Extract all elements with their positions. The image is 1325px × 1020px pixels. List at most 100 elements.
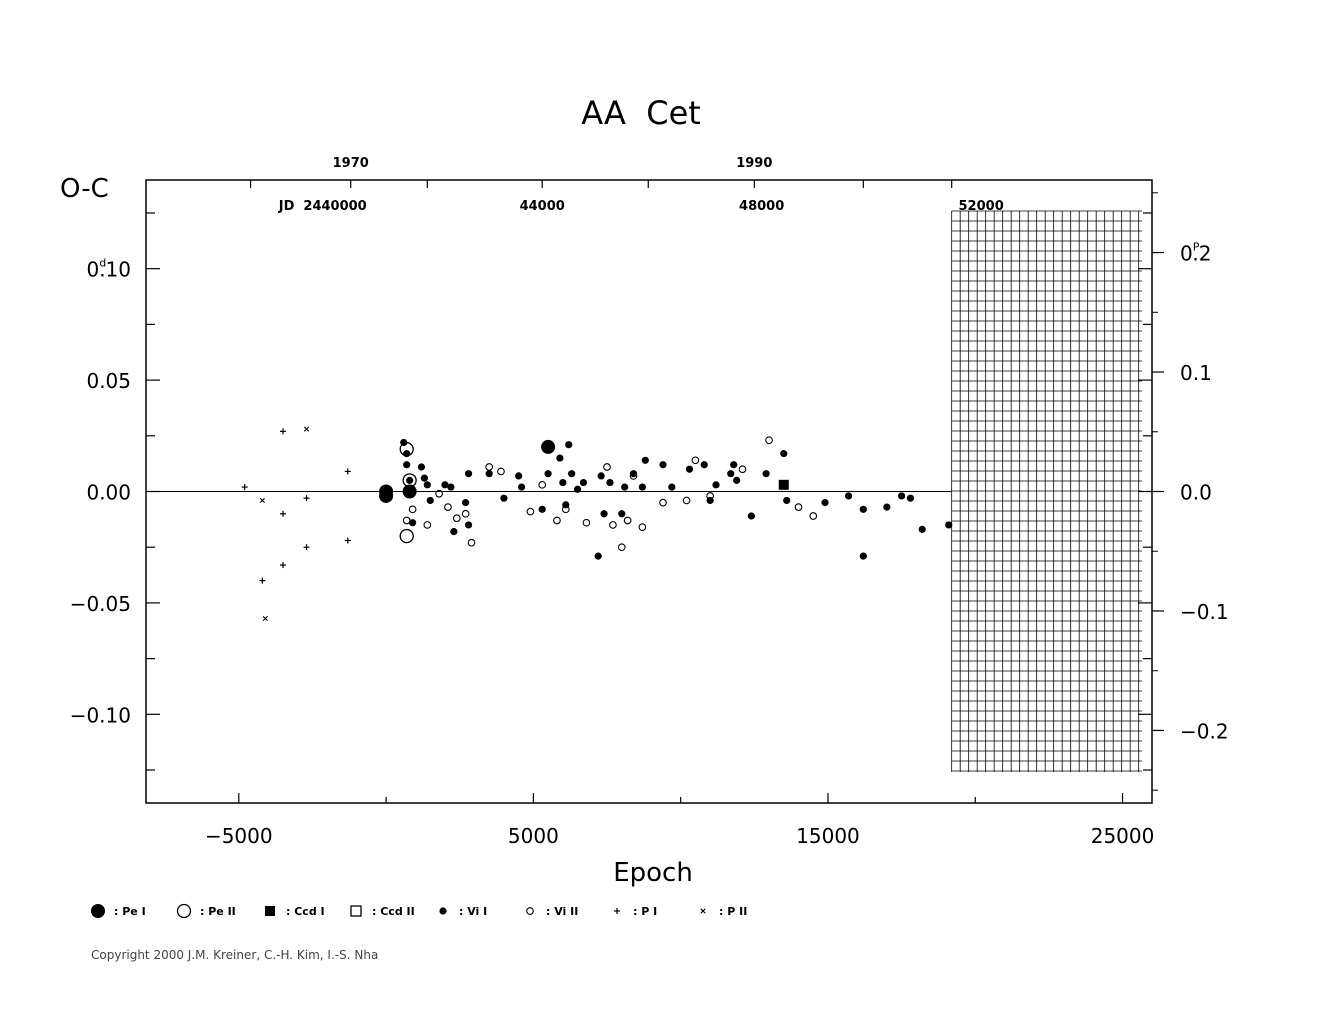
point-v2 [553,516,561,525]
jd-tick-label: JD 2440000 [278,199,367,214]
point-v1 [898,492,906,500]
y-tick-label: 0.05 [86,369,131,393]
point-v1 [641,456,649,464]
point-v1 [559,478,567,487]
point-v2 [638,523,647,532]
point-v1 [400,438,408,447]
legend-symbol-pe2 [176,903,192,919]
point-v1 [426,496,434,505]
y-tick-label: −0.05 [70,592,131,616]
x-tick-label: 25000 [1091,824,1155,848]
point-v2 [435,489,443,498]
x-axis-label: Epoch [613,858,693,888]
point-p1 [303,495,310,502]
point-v1 [883,503,891,511]
point-v1 [780,450,788,458]
x-tick-label: 15000 [796,824,860,848]
point-v1 [408,519,417,527]
point-v1 [579,478,588,487]
jd-tick-label: 52000 [959,199,1004,214]
point-v1 [420,474,428,482]
point-v1 [638,483,646,491]
legend-label: : Pe I [114,905,146,918]
point-p2 [303,426,310,432]
point-p1 [279,428,286,435]
point-v2 [402,516,411,525]
point-ccd1 [778,479,789,490]
point-v1 [906,494,915,502]
y-tick-label: 0d.10 [86,257,131,282]
point-v1 [859,552,867,560]
point-v2 [809,512,818,520]
point-v2 [538,480,547,489]
legend-symbol-v2 [526,907,534,915]
year-tick-label: 1970 [333,156,369,171]
point-v1 [447,483,455,491]
jd-tick-label: 44000 [520,199,565,214]
point-v2 [603,463,611,471]
point-v1 [597,472,605,480]
point-v1 [515,472,523,480]
jd-tick-label: 48000 [739,199,784,214]
legend-label: : Vi I [459,905,487,918]
x-tick-label: −5000 [205,824,273,848]
point-v1 [594,552,602,560]
point-v1 [568,470,576,478]
legend-symbol-p1 [614,908,620,914]
point-v2 [623,516,632,525]
point-p2 [262,615,268,622]
point-v2 [659,498,667,507]
point-p1 [279,510,286,517]
point-v1 [659,461,667,469]
legend-symbol-pe1 [91,904,105,918]
point-pe2 [402,473,417,488]
legend: : Pe I: Pe II: Ccd I: Ccd II: Vi I: Vi I… [91,903,747,919]
legend-label: : P I [633,905,657,918]
point-v1 [464,470,473,478]
year-tick-label: 1990 [736,156,772,171]
future-region-grid [951,210,1142,772]
point-v2 [444,503,452,511]
point-v2 [467,538,476,547]
point-v1 [747,512,755,520]
point-p1 [344,468,351,475]
point-v1 [618,510,626,518]
legend-symbol-ccd2 [350,905,362,917]
point-p1 [303,544,310,551]
point-v2 [561,505,570,514]
legend-label: : Ccd II [372,905,415,918]
point-v2 [765,436,773,445]
point-v1 [821,499,829,507]
point-pe1 [402,484,417,499]
point-v1 [464,521,473,529]
point-v1 [565,441,573,449]
legend-symbol-v1 [439,907,447,915]
point-p1 [259,577,266,584]
point-p2 [259,497,265,504]
legend-label: : P II [719,905,747,918]
point-v2 [794,503,803,511]
point-v2 [629,472,638,480]
point-v1 [762,470,770,478]
point-v1 [712,481,720,489]
point-v1 [450,528,458,536]
point-v1 [606,478,614,487]
point-v2 [582,518,591,527]
right-tick-label: −0.1 [1180,600,1229,624]
point-v1 [544,470,552,478]
point-v1 [600,510,608,518]
point-v1 [423,481,431,489]
point-v1 [685,465,694,473]
point-v1 [573,485,582,493]
point-v1 [517,483,526,491]
point-v1 [556,454,564,462]
point-v1 [462,499,470,507]
chart-title: AA Cet [581,94,701,132]
point-v1 [945,521,953,529]
y-tick-label: 0.00 [86,481,131,505]
point-v1 [730,461,738,469]
point-p1 [344,537,351,544]
data-points [241,426,953,622]
point-v2 [738,465,747,474]
